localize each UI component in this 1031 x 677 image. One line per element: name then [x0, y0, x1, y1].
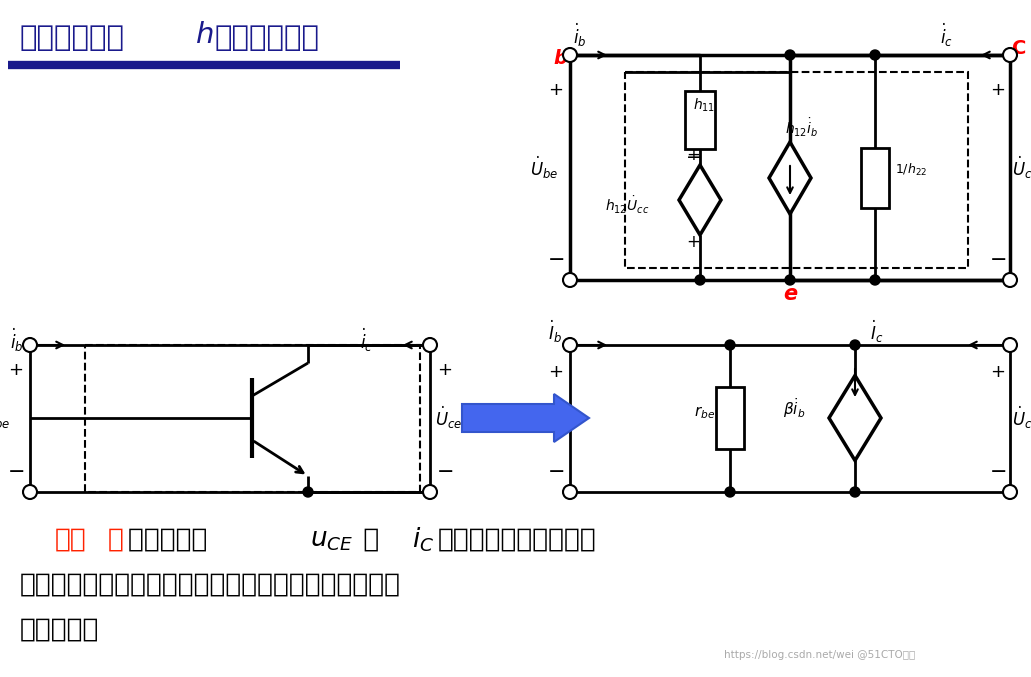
- Circle shape: [870, 50, 880, 60]
- Text: $\dot{U}_{ce}$: $\dot{U}_{ce}$: [435, 405, 462, 431]
- Text: −: −: [437, 462, 455, 482]
- Circle shape: [1003, 48, 1017, 62]
- Text: +: +: [990, 363, 1005, 381]
- Text: 大多数情况下，简化的微变等效电路对于工程计算来说: 大多数情况下，简化的微变等效电路对于工程计算来说: [20, 572, 401, 598]
- Text: 注意: 注意: [55, 527, 87, 553]
- Circle shape: [850, 487, 860, 497]
- Text: $\dot{U}_{be}$: $\dot{U}_{be}$: [530, 155, 559, 181]
- Circle shape: [423, 338, 437, 352]
- Circle shape: [725, 340, 735, 350]
- Text: $r_{be}$: $r_{be}$: [694, 405, 716, 421]
- Bar: [685, 91, 716, 149]
- Text: $\dot{i}_b$: $\dot{i}_b$: [10, 326, 24, 353]
- Circle shape: [563, 485, 577, 499]
- Bar: [625, 72, 968, 268]
- Text: 参数等效电路: 参数等效电路: [215, 24, 320, 52]
- Text: $h_{11}$: $h_{11}$: [693, 96, 716, 114]
- Text: $\dot{I}_b$: $\dot{I}_b$: [548, 319, 562, 345]
- Circle shape: [1003, 338, 1017, 352]
- Circle shape: [423, 485, 437, 499]
- Text: $1/h_{22}$: $1/h_{22}$: [895, 162, 927, 178]
- Text: +: +: [437, 361, 452, 379]
- Text: $\dot{U}_{ce}$: $\dot{U}_{ce}$: [1012, 405, 1031, 431]
- Circle shape: [850, 340, 860, 350]
- Text: +: +: [990, 81, 1005, 99]
- Bar: [861, 148, 889, 208]
- Text: C: C: [1012, 39, 1027, 58]
- Circle shape: [695, 275, 705, 285]
- Polygon shape: [829, 376, 882, 460]
- Text: −: −: [8, 462, 26, 482]
- Polygon shape: [679, 165, 721, 235]
- Text: −: −: [548, 462, 565, 482]
- Text: $\dot{I}_c$: $\dot{I}_c$: [870, 319, 884, 345]
- Circle shape: [1003, 485, 1017, 499]
- Text: +: +: [8, 361, 23, 379]
- Text: e: e: [783, 284, 797, 304]
- Text: ：: ：: [108, 527, 124, 553]
- Circle shape: [563, 48, 577, 62]
- Text: 误差很小。: 误差很小。: [20, 617, 99, 643]
- Text: +: +: [548, 363, 563, 381]
- Circle shape: [563, 273, 577, 287]
- Text: $\beta\dot{i}_b$: $\beta\dot{i}_b$: [783, 396, 805, 420]
- FancyArrow shape: [462, 394, 589, 442]
- Text: −: −: [548, 250, 565, 270]
- Text: 三极管简化的: 三极管简化的: [20, 24, 125, 52]
- Circle shape: [725, 487, 735, 497]
- Text: $h$: $h$: [195, 21, 213, 49]
- Circle shape: [785, 275, 795, 285]
- Text: $\dot{U}_{ce}$: $\dot{U}_{ce}$: [1012, 155, 1031, 181]
- Circle shape: [23, 338, 37, 352]
- Text: $i_C$: $i_C$: [412, 526, 434, 554]
- Text: −: −: [990, 462, 1007, 482]
- Text: $h_{12}\dot{i}_b$: $h_{12}\dot{i}_b$: [785, 117, 819, 139]
- Text: 这里忽略了: 这里忽略了: [128, 527, 215, 553]
- Circle shape: [303, 487, 313, 497]
- Text: $u_{CE}$: $u_{CE}$: [310, 527, 354, 553]
- Circle shape: [870, 275, 880, 285]
- Text: −: −: [686, 148, 702, 167]
- Text: $\dot{U}_{be}$: $\dot{U}_{be}$: [528, 405, 557, 431]
- Text: 对: 对: [355, 527, 388, 553]
- Circle shape: [1003, 273, 1017, 287]
- Text: 与输入特性的影响，在: 与输入特性的影响，在: [438, 527, 597, 553]
- Text: −: −: [990, 250, 1007, 270]
- Circle shape: [23, 485, 37, 499]
- Text: $\dot{i}_c$: $\dot{i}_c$: [940, 22, 953, 49]
- Bar: [716, 387, 744, 449]
- Text: $h_{12}\dot{U}_{cc}$: $h_{12}\dot{U}_{cc}$: [605, 194, 650, 215]
- Text: $\dot{i}_b$: $\dot{i}_b$: [573, 22, 587, 49]
- Circle shape: [785, 50, 795, 60]
- Circle shape: [563, 338, 577, 352]
- Text: https://blog.csdn.net/wei @51CTO博客: https://blog.csdn.net/wei @51CTO博客: [725, 650, 916, 660]
- Text: +: +: [548, 81, 563, 99]
- Text: b: b: [553, 49, 567, 68]
- Polygon shape: [769, 142, 811, 214]
- Text: +: +: [686, 146, 700, 164]
- Text: $\dot{i}_c$: $\dot{i}_c$: [360, 326, 373, 353]
- Text: +: +: [686, 233, 700, 251]
- Text: $\dot{U}_{be}$: $\dot{U}_{be}$: [0, 405, 10, 431]
- Bar: [85, 345, 420, 492]
